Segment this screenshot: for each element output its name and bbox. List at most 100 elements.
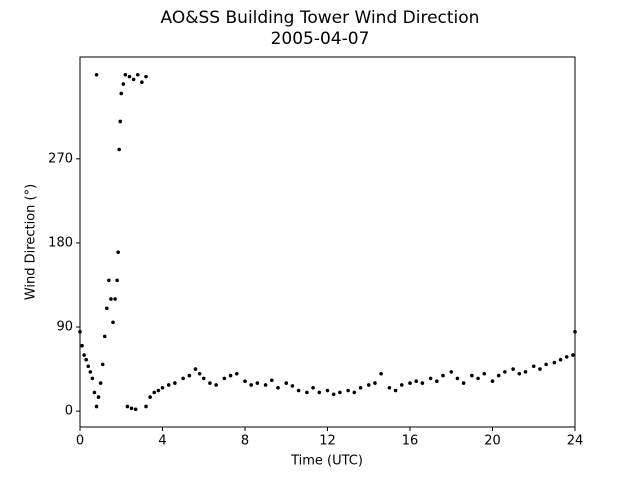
y-tick-label: 270 xyxy=(48,151,73,166)
data-point xyxy=(111,320,115,325)
data-point xyxy=(80,343,84,348)
data-point xyxy=(379,371,383,376)
data-point xyxy=(325,388,330,393)
data-point xyxy=(571,353,575,357)
data-point xyxy=(366,383,371,387)
data-point xyxy=(98,381,103,385)
data-point xyxy=(102,334,107,339)
data-point xyxy=(449,370,454,374)
data-point xyxy=(123,72,128,77)
data-point xyxy=(116,250,120,255)
y-axis-label: Wind Direction (°) xyxy=(24,184,39,300)
data-point xyxy=(135,72,140,77)
x-axis-label: Time (UTC) xyxy=(290,454,363,469)
data-point xyxy=(428,376,433,381)
data-point xyxy=(187,373,192,378)
x-tick-label: 8 xyxy=(241,434,249,449)
x-tick-label: 16 xyxy=(402,434,419,449)
data-point xyxy=(420,381,425,385)
data-point xyxy=(311,385,315,390)
data-point xyxy=(118,119,123,124)
data-point xyxy=(455,376,460,381)
data-point xyxy=(373,381,377,385)
y-tick-label: 0 xyxy=(65,404,73,419)
data-point xyxy=(82,353,86,357)
x-tick-label: 20 xyxy=(484,434,501,449)
y-tick-label: 180 xyxy=(48,235,73,250)
y-tick-label: 90 xyxy=(56,320,73,335)
x-tick-label: 12 xyxy=(319,434,336,449)
data-point xyxy=(125,404,130,409)
x-tick-label: 24 xyxy=(567,434,584,449)
data-point xyxy=(193,367,198,371)
data-point xyxy=(127,74,132,79)
data-point xyxy=(352,390,357,395)
data-point xyxy=(470,373,474,378)
data-point xyxy=(107,278,111,283)
data-point xyxy=(564,355,569,359)
data-point xyxy=(166,383,171,387)
data-point xyxy=(109,297,113,301)
data-point xyxy=(482,371,487,376)
data-point xyxy=(140,80,144,85)
data-point xyxy=(96,395,101,399)
data-point xyxy=(148,395,152,399)
data-point xyxy=(234,371,239,376)
data-point xyxy=(222,376,227,381)
chart-title: AO&SS Building Tower Wind Direction xyxy=(161,8,480,28)
data-point xyxy=(441,373,445,378)
data-point xyxy=(100,362,105,367)
data-point xyxy=(181,376,185,381)
data-point xyxy=(290,384,295,388)
data-point xyxy=(573,329,577,334)
data-point xyxy=(144,74,148,79)
data-point xyxy=(201,376,206,381)
data-point xyxy=(276,385,280,390)
data-point xyxy=(156,388,161,393)
data-point xyxy=(558,357,563,362)
data-point xyxy=(346,388,350,393)
data-point xyxy=(296,388,301,393)
data-point xyxy=(503,370,507,374)
x-tick-label: 4 xyxy=(158,434,166,449)
data-point xyxy=(531,364,536,369)
data-point xyxy=(517,371,522,376)
data-point xyxy=(119,91,124,96)
data-point xyxy=(511,367,515,371)
data-point xyxy=(78,329,82,334)
data-point xyxy=(113,297,117,301)
data-point xyxy=(331,392,336,397)
data-point xyxy=(414,379,418,384)
data-point xyxy=(476,376,480,381)
data-point xyxy=(84,357,88,362)
data-point xyxy=(544,362,548,367)
data-point xyxy=(94,72,99,77)
data-point xyxy=(490,379,495,384)
x-tick-label: 0 xyxy=(76,434,84,449)
data-point xyxy=(160,385,165,390)
data-point xyxy=(461,381,466,385)
data-point xyxy=(399,383,404,387)
data-point xyxy=(496,373,501,378)
data-point xyxy=(94,404,99,409)
data-point xyxy=(105,306,109,311)
data-point xyxy=(270,378,274,383)
data-point xyxy=(131,77,136,82)
data-point xyxy=(92,390,97,395)
data-point xyxy=(243,379,247,384)
chart-subtitle: 2005-04-07 xyxy=(271,29,370,49)
data-point xyxy=(358,385,363,390)
data-point xyxy=(435,379,439,384)
data-point xyxy=(393,388,398,393)
data-point xyxy=(552,360,557,365)
data-point xyxy=(263,383,268,387)
data-point xyxy=(538,367,542,371)
data-point xyxy=(88,370,93,374)
data-point xyxy=(197,371,202,376)
data-point xyxy=(523,370,528,374)
data-point xyxy=(338,390,342,395)
data-point xyxy=(129,406,134,411)
data-point xyxy=(408,381,412,385)
